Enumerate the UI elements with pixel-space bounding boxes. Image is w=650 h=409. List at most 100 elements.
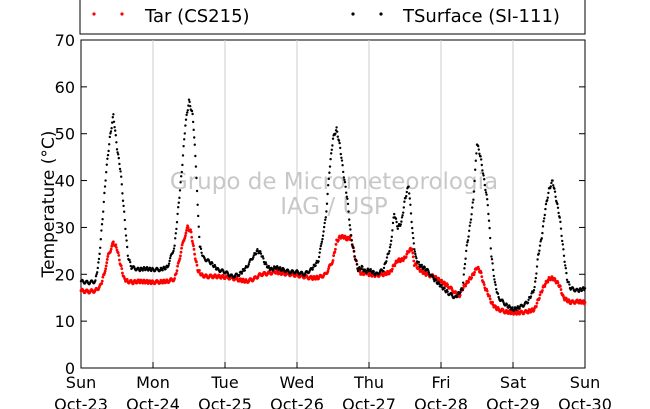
data-point: [480, 163, 483, 167]
data-point: [487, 219, 491, 222]
data-point: [112, 120, 116, 123]
data-point: [319, 244, 323, 248]
data-point: [94, 279, 97, 282]
data-point: [423, 266, 426, 269]
data-point: [488, 297, 492, 301]
data-point: [544, 202, 548, 206]
data-point: [468, 229, 471, 232]
data-point: [388, 272, 391, 275]
data-point: [118, 167, 122, 171]
data-point: [492, 268, 495, 272]
data-point: [352, 250, 356, 253]
data-point: [495, 288, 498, 291]
data-point: [486, 203, 489, 207]
data-point: [535, 301, 539, 305]
x-tick-label-day: Sun: [66, 373, 96, 392]
data-point: [438, 282, 441, 286]
data-point: [467, 280, 470, 284]
data-point: [388, 246, 392, 249]
data-point: [345, 195, 348, 198]
data-point: [339, 146, 342, 150]
data-point: [193, 136, 196, 139]
data-point: [437, 280, 440, 284]
data-point: [123, 210, 126, 213]
data-point: [537, 252, 540, 255]
data-point: [196, 214, 200, 218]
data-point: [193, 252, 197, 256]
data-point: [104, 264, 108, 268]
data-point: [401, 214, 404, 217]
data-point: [557, 211, 560, 215]
data-point: [118, 258, 121, 262]
data-point: [337, 139, 341, 142]
legend-label-tsurface: TSurface (SI-111): [402, 6, 560, 27]
data-point: [349, 234, 353, 237]
data-point: [346, 197, 349, 200]
data-point: [577, 290, 581, 293]
data-point: [173, 277, 177, 280]
data-point: [543, 213, 546, 217]
data-point: [110, 127, 113, 130]
data-point: [114, 243, 118, 247]
data-point: [466, 239, 470, 242]
data-point: [483, 178, 486, 181]
data-point: [463, 262, 467, 266]
data-point: [106, 255, 110, 258]
data-point: [488, 294, 491, 298]
data-point: [432, 276, 435, 279]
data-point: [413, 248, 416, 251]
data-point: [543, 285, 547, 288]
data-point: [490, 258, 494, 261]
data-point: [190, 109, 194, 113]
data-point: [568, 299, 571, 303]
data-point: [265, 263, 268, 266]
data-point: [344, 185, 347, 188]
data-point: [331, 144, 334, 147]
data-point: [462, 281, 465, 284]
data-point: [193, 143, 196, 146]
data-point: [122, 204, 125, 208]
data-point: [97, 261, 100, 264]
data-point: [565, 271, 568, 275]
data-point: [271, 269, 275, 272]
data-point: [185, 229, 188, 232]
data-point: [332, 254, 335, 258]
data-point: [454, 291, 458, 295]
data-point: [465, 249, 468, 253]
data-point: [320, 242, 323, 245]
data-point: [480, 275, 484, 279]
data-point: [324, 218, 327, 221]
data-point: [372, 270, 375, 273]
data-point: [470, 276, 473, 279]
data-point: [186, 111, 189, 114]
data-point: [119, 170, 122, 173]
data-point: [446, 283, 449, 287]
data-point: [565, 278, 569, 281]
data-point: [491, 262, 494, 265]
data-point: [256, 248, 259, 251]
data-point: [410, 247, 414, 251]
data-point: [120, 183, 124, 186]
data-point: [148, 266, 152, 270]
data-point: [329, 157, 332, 161]
x-tick-label-day: Thu: [353, 373, 384, 392]
data-point: [576, 288, 579, 291]
data-point: [529, 310, 533, 314]
data-point: [482, 281, 485, 284]
data-point: [387, 252, 390, 255]
data-point: [105, 163, 109, 166]
y-tick-label: 20: [55, 265, 75, 284]
data-point: [388, 249, 391, 253]
data-point: [538, 293, 542, 297]
data-point: [511, 306, 514, 309]
data-point: [199, 245, 202, 248]
data-point: [129, 264, 132, 268]
data-point: [198, 235, 201, 239]
y-axis: 0 10 20 30 40 50 60 70: [55, 31, 585, 378]
data-point: [179, 250, 183, 254]
data-point: [346, 202, 350, 206]
data-point: [535, 265, 539, 268]
legend-frame: [79, 0, 586, 35]
data-point: [394, 217, 398, 221]
